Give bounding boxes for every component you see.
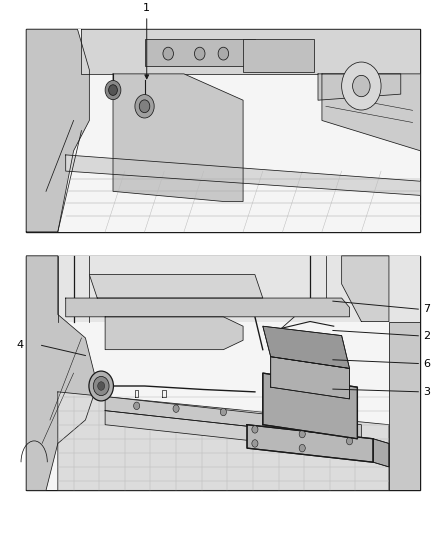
Circle shape xyxy=(163,47,173,60)
Polygon shape xyxy=(271,357,350,399)
Circle shape xyxy=(109,85,117,95)
Circle shape xyxy=(218,47,229,60)
Text: 6: 6 xyxy=(424,359,431,368)
Circle shape xyxy=(268,411,274,419)
Polygon shape xyxy=(105,397,361,439)
Circle shape xyxy=(93,376,109,395)
Polygon shape xyxy=(26,29,420,232)
Text: 2: 2 xyxy=(424,331,431,341)
Circle shape xyxy=(346,438,353,445)
Circle shape xyxy=(134,402,140,409)
Circle shape xyxy=(139,100,150,112)
Bar xyxy=(145,39,255,66)
Text: 7: 7 xyxy=(424,304,431,314)
Polygon shape xyxy=(26,256,97,490)
Circle shape xyxy=(89,371,113,401)
Polygon shape xyxy=(26,256,420,490)
Circle shape xyxy=(220,408,226,416)
Polygon shape xyxy=(373,439,389,467)
Text: 1: 1 xyxy=(143,3,150,13)
Circle shape xyxy=(135,94,154,118)
Polygon shape xyxy=(263,326,350,368)
Circle shape xyxy=(299,445,305,452)
Polygon shape xyxy=(89,274,263,298)
Polygon shape xyxy=(318,74,401,100)
Bar xyxy=(26,256,420,490)
Bar xyxy=(243,39,314,72)
Circle shape xyxy=(252,440,258,447)
Circle shape xyxy=(342,62,381,110)
Circle shape xyxy=(353,75,370,96)
Polygon shape xyxy=(105,317,243,350)
Circle shape xyxy=(173,405,179,413)
Circle shape xyxy=(98,382,105,390)
Polygon shape xyxy=(113,74,243,201)
Circle shape xyxy=(307,415,313,422)
Circle shape xyxy=(105,80,121,100)
Circle shape xyxy=(194,47,205,60)
Polygon shape xyxy=(247,425,373,462)
Polygon shape xyxy=(66,155,420,196)
Polygon shape xyxy=(26,29,89,232)
Polygon shape xyxy=(342,256,389,321)
Text: 4: 4 xyxy=(16,341,23,350)
Polygon shape xyxy=(58,392,389,490)
Polygon shape xyxy=(322,74,420,151)
Polygon shape xyxy=(105,410,361,453)
Polygon shape xyxy=(263,373,357,439)
Circle shape xyxy=(346,417,353,425)
Polygon shape xyxy=(26,256,420,321)
Polygon shape xyxy=(66,298,350,317)
Circle shape xyxy=(299,430,305,438)
Text: 3: 3 xyxy=(424,387,431,397)
Polygon shape xyxy=(389,321,420,490)
Polygon shape xyxy=(81,29,420,74)
Circle shape xyxy=(252,426,258,433)
Bar xyxy=(26,29,420,232)
